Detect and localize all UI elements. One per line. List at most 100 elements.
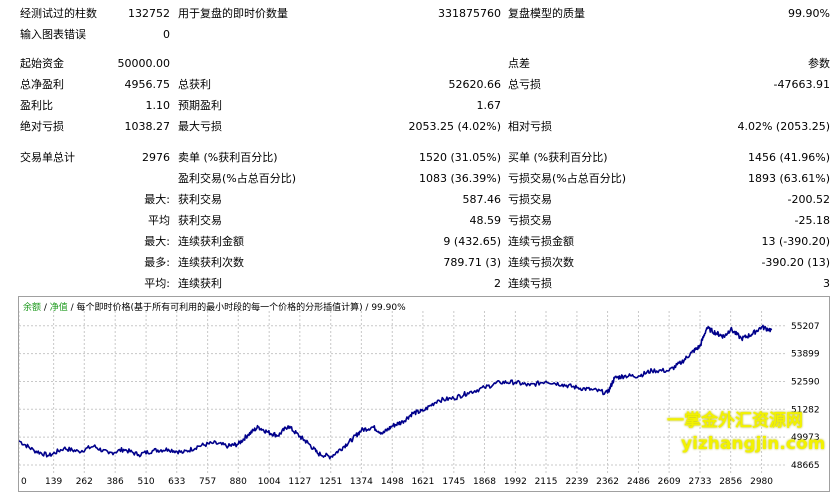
legend-equity: 净值 <box>49 303 68 313</box>
x-tick-label: 1127 <box>288 477 311 487</box>
average-loss-value: -25.18 <box>794 214 830 227</box>
average-consecutive-wins-label: 连续获利 <box>178 277 222 290</box>
errors-label: 输入图表错误 <box>20 28 86 41</box>
x-tick-label: 2733 <box>689 477 712 487</box>
x-tick-label: 1992 <box>504 477 527 487</box>
gross-loss-label: 总亏损 <box>508 78 541 91</box>
maximal-consecutive-loss-value: -390.20 (13) <box>761 256 830 269</box>
y-tick-label: 49973 <box>791 433 820 443</box>
x-tick-label: 1745 <box>442 477 465 487</box>
average-consecutive-losses-value: 3 <box>823 277 830 290</box>
x-tick-label: 1621 <box>411 477 434 487</box>
maximal-consecutive-loss-label: 连续亏损次数 <box>508 256 574 269</box>
x-tick-label: 1498 <box>381 477 404 487</box>
maximal-consecutive-profit-value: 789.71 (3) <box>443 256 501 269</box>
gross-loss-value: -47663.91 <box>773 78 830 91</box>
x-tick-label: 2486 <box>627 477 650 487</box>
maximum-prefix: 最大: <box>144 235 170 248</box>
deposit-label: 起始资金 <box>20 57 64 70</box>
total-trades-value: 2976 <box>142 151 170 164</box>
profit-factor-label: 盈利比 <box>20 99 53 112</box>
legend-description: / 每个即时价格(基于所有可利用的最小时段的每一个价格的分形插值计算) / 99… <box>67 303 406 313</box>
quality-label: 复盘模型的质量 <box>508 7 585 20</box>
largest-profit-label: 获利交易 <box>178 193 222 206</box>
long-positions-value: 1456 (41.96%) <box>747 151 830 164</box>
largest-profit-value: 587.46 <box>462 193 502 206</box>
x-tick-label: 2115 <box>535 477 558 487</box>
chart-legend: 余额 / 净值 / 每个即时价格(基于所有可利用的最小时段的每一个价格的分形插值… <box>23 300 406 313</box>
gross-profit-label: 总获利 <box>178 78 211 91</box>
legend-separator: / <box>41 303 50 313</box>
x-tick-label: 1374 <box>350 477 373 487</box>
short-positions-label: 卖单 (%获利百分比) <box>178 151 278 164</box>
spread-label: 点差 <box>508 57 530 70</box>
largest-prefix: 最大: <box>144 193 170 206</box>
expected-payoff-label: 预期盈利 <box>178 99 222 112</box>
x-tick-label: 510 <box>137 477 154 487</box>
max-consecutive-losses-label: 连续亏损金额 <box>508 235 574 248</box>
spread-value: 参数 <box>808 57 830 70</box>
absolute-drawdown-label: 绝对亏损 <box>20 120 64 133</box>
x-tick-label: 1251 <box>319 477 342 487</box>
profit-trades-value: 1083 (36.39%) <box>418 172 501 185</box>
ticks-value: 331875760 <box>438 7 501 20</box>
backtest-report: 经测试过的柱数 132752 用于复盘的即时价数量 331875760 复盘模型… <box>20 7 830 290</box>
maximal-drawdown-label: 最大亏损 <box>178 120 222 133</box>
maximal-prefix: 最多: <box>144 256 170 269</box>
largest-loss-label: 亏损交易 <box>508 193 552 206</box>
max-consecutive-wins-value: 9 (432.65) <box>443 235 501 248</box>
x-tick-label: 757 <box>199 477 216 487</box>
x-tick-label: 1868 <box>473 477 496 487</box>
relative-drawdown-value: 4.02% (2053.25) <box>737 120 830 133</box>
deposit-value: 50000.00 <box>117 57 171 70</box>
errors-value: 0 <box>163 28 170 41</box>
y-tick-label: 52590 <box>791 377 820 387</box>
ticks-label: 用于复盘的即时价数量 <box>178 7 288 20</box>
legend-balance: 余额 <box>23 303 42 313</box>
y-tick-label: 53899 <box>791 350 820 360</box>
balance-chart-svg: 0 139 262 386 510 633 757 880 1004 1127 1251 1374 14… <box>19 311 820 487</box>
relative-drawdown-label: 相对亏损 <box>508 120 552 133</box>
long-positions-label: 买单 (%获利百分比) <box>508 151 608 164</box>
quality-value: 99.90% <box>788 7 830 20</box>
max-consecutive-losses-value: 13 (-390.20) <box>761 235 830 248</box>
maximal-consecutive-profit-label: 连续获利次数 <box>178 256 244 269</box>
average-prefix: 平均 <box>148 214 170 227</box>
total-trades-label: 交易单总计 <box>20 151 75 164</box>
average-consecutive-losses-label: 连续亏损 <box>508 277 552 290</box>
y-tick-label: 55207 <box>791 322 820 332</box>
loss-trades-value: 1893 (63.61%) <box>747 172 830 185</box>
largest-loss-value: -200.52 <box>787 193 830 206</box>
x-tick-label: 880 <box>230 477 247 487</box>
x-tick-label: 2362 <box>596 477 619 487</box>
bars-value: 132752 <box>128 7 170 20</box>
max-consecutive-wins-label: 连续获利金额 <box>178 235 244 248</box>
net-profit-label: 总净盈利 <box>20 78 64 91</box>
absolute-drawdown-value: 1038.27 <box>124 120 171 133</box>
average-cons-prefix: 平均: <box>144 277 170 290</box>
profit-trades-label: 盈利交易(%占总百分比) <box>178 172 297 185</box>
y-tick-label: 51282 <box>791 405 820 415</box>
watermark-title: 一掌金外汇资源网 <box>667 411 803 431</box>
gross-profit-value: 52620.66 <box>448 78 502 91</box>
average-profit-value: 48.59 <box>469 214 502 227</box>
x-tick-label: 2609 <box>658 477 681 487</box>
profit-factor-value: 1.10 <box>145 99 171 112</box>
y-tick-label: 48665 <box>791 461 820 471</box>
expected-payoff-value: 1.67 <box>476 99 502 112</box>
x-tick-label: 386 <box>107 477 124 487</box>
maximal-drawdown-value: 2053.25 (4.02%) <box>408 120 501 133</box>
watermark-url: yizhangjin.com <box>681 434 826 454</box>
short-positions-value: 1520 (31.05%) <box>418 151 501 164</box>
loss-trades-label: 亏损交易(%占总百分比) <box>508 172 627 185</box>
balance-chart: 0 139 262 386 510 633 757 880 1004 1127 1251 1374 14… <box>18 296 830 492</box>
x-tick-label: 139 <box>45 477 62 487</box>
x-tick-label: 2980 <box>750 477 773 487</box>
bars-label: 经测试过的柱数 <box>20 7 97 20</box>
x-tick-label: 633 <box>168 477 185 487</box>
x-tick-label: 0 <box>21 477 27 487</box>
average-consecutive-wins-value: 2 <box>494 277 501 290</box>
average-loss-label: 亏损交易 <box>508 214 552 227</box>
net-profit-value: 4956.75 <box>124 78 171 91</box>
balance-line <box>19 324 773 460</box>
